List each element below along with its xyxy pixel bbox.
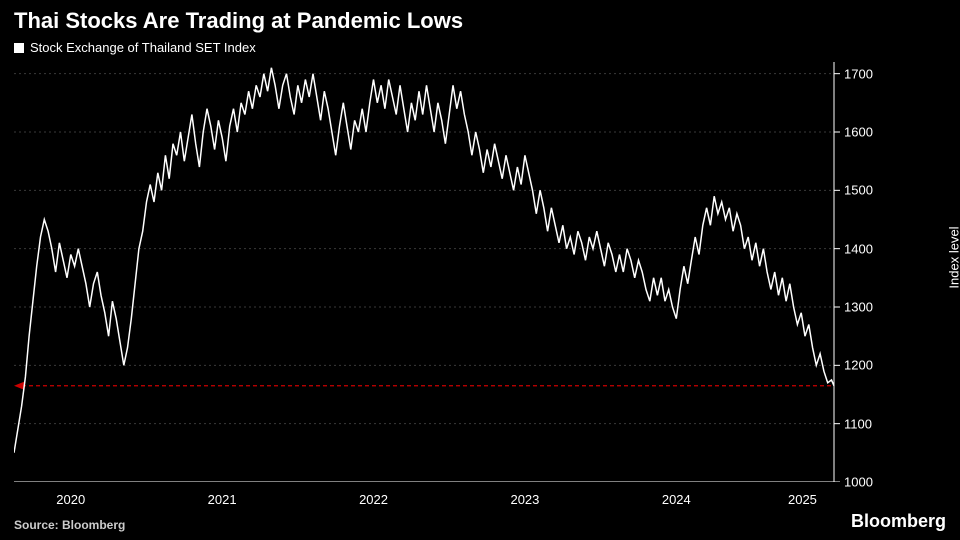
y-tick-label: 1100 bbox=[844, 416, 872, 431]
legend: Stock Exchange of Thailand SET Index bbox=[14, 40, 256, 55]
y-tick-label: 1600 bbox=[844, 125, 873, 140]
legend-swatch bbox=[14, 43, 24, 53]
x-tick-label: 2021 bbox=[208, 492, 237, 507]
y-tick-label: 1400 bbox=[844, 241, 873, 256]
y-tick-label: 1200 bbox=[844, 358, 873, 373]
x-tick-label: 2025 bbox=[788, 492, 817, 507]
y-tick-label: 1700 bbox=[844, 66, 873, 81]
plot-svg bbox=[14, 62, 884, 482]
x-tick-label: 2023 bbox=[510, 492, 539, 507]
y-tick-label: 1000 bbox=[844, 475, 873, 490]
y-tick-label: 1300 bbox=[844, 300, 873, 315]
plot-area bbox=[14, 62, 884, 482]
y-tick-label: 1500 bbox=[844, 183, 873, 198]
chart-title: Thai Stocks Are Trading at Pandemic Lows bbox=[14, 8, 463, 34]
legend-label: Stock Exchange of Thailand SET Index bbox=[30, 40, 256, 55]
x-tick-label: 2022 bbox=[359, 492, 388, 507]
x-tick-label: 2024 bbox=[662, 492, 691, 507]
source-label: Source: Bloomberg bbox=[14, 518, 125, 532]
brand-label: Bloomberg bbox=[851, 511, 946, 532]
y-axis-title: Index level bbox=[947, 226, 960, 288]
chart-container: Thai Stocks Are Trading at Pandemic Lows… bbox=[0, 0, 960, 540]
x-tick-label: 2020 bbox=[56, 492, 85, 507]
